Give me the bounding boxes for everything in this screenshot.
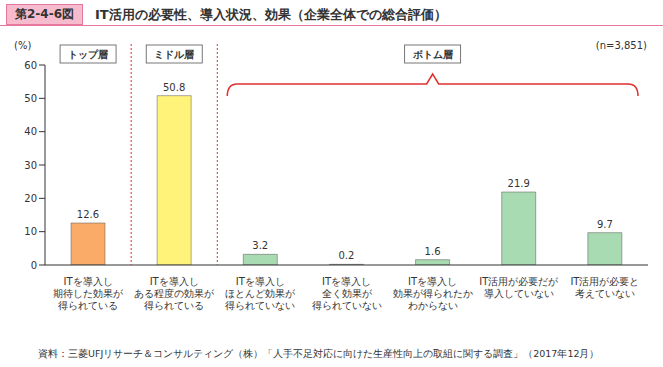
svg-text:10: 10: [24, 226, 37, 237]
svg-text:0.2: 0.2: [338, 250, 354, 261]
svg-text:ミドル層: ミドル層: [154, 49, 194, 60]
svg-text:ITを導入し効果が得られたかわからない: ITを導入し効果が得られたかわからない: [393, 276, 473, 311]
svg-text:30: 30: [24, 160, 37, 171]
svg-text:ITを導入しある程度の効果が得られている: ITを導入しある程度の効果が得られている: [134, 276, 215, 311]
svg-text:0: 0: [31, 260, 37, 271]
svg-text:21.9: 21.9: [508, 178, 530, 189]
html-text:資料：三菱UFJリサーチ＆コンサルティング（株）「人手不足対: 資料：三菱UFJリサーチ＆コンサルティング（株）「人手不足対応に向けた生産性向上…: [38, 348, 600, 359]
html-text:第2-4-6図: 第2-4-6図: [15, 7, 74, 21]
svg-text:ITを導入し全く効果が得られていない: ITを導入し全く効果が得られていない: [312, 276, 382, 311]
svg-text:9.7: 9.7: [597, 219, 613, 230]
svg-text:3.2: 3.2: [252, 240, 268, 251]
svg-text:40: 40: [24, 126, 37, 137]
svg-text:トップ層: トップ層: [68, 49, 108, 60]
svg-text:ITを導入しほとんど効果が得られていない: ITを導入しほとんど効果が得られていない: [225, 276, 296, 311]
svg-text:50.8: 50.8: [163, 82, 185, 93]
html-text:(n=3,851): (n=3,851): [595, 40, 647, 51]
svg-text:IT活用が必要と考えていない: IT活用が必要と考えていない: [570, 276, 639, 299]
svg-text:50: 50: [24, 93, 37, 104]
html-text:IT活用の必要性、導入状況、効果（企業全体での総合評価）: IT活用の必要性、導入状況、効果（企業全体での総合評価）: [95, 6, 447, 22]
svg-text:20: 20: [24, 193, 37, 204]
svg-text:1.6: 1.6: [425, 246, 441, 257]
svg-text:12.6: 12.6: [77, 209, 99, 220]
svg-text:ITを導入し期待した効果が得られている: ITを導入し期待した効果が得られている: [53, 276, 124, 311]
svg-text:ボトム層: ボトム層: [412, 49, 453, 60]
svg-text:IT活用が必要だが導入していない: IT活用が必要だが導入していない: [479, 276, 559, 299]
svg-text:60: 60: [24, 60, 37, 71]
